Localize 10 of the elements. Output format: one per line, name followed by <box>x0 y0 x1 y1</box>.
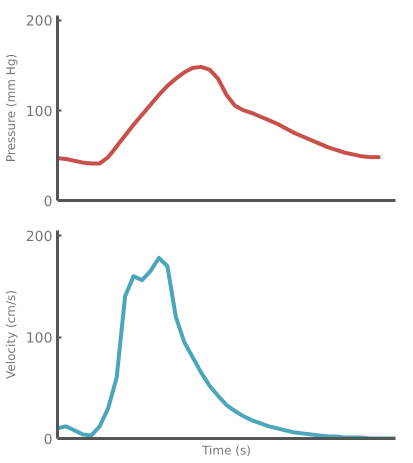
x-axis-title: Time (s) <box>201 444 251 458</box>
y-tick-label: 100 <box>26 104 53 120</box>
y-axis-title: Pressure (mm Hg) <box>4 54 18 162</box>
y-tick-label: 200 <box>26 14 53 30</box>
y-tick-label: 0 <box>44 194 53 210</box>
line-series <box>58 64 381 166</box>
y-tick-label: 100 <box>26 330 53 347</box>
y-axis-title: Velocity (cm/s) <box>4 290 18 379</box>
y-tick-label: 200 <box>26 229 53 246</box>
y-tick-label: 0 <box>44 432 53 448</box>
